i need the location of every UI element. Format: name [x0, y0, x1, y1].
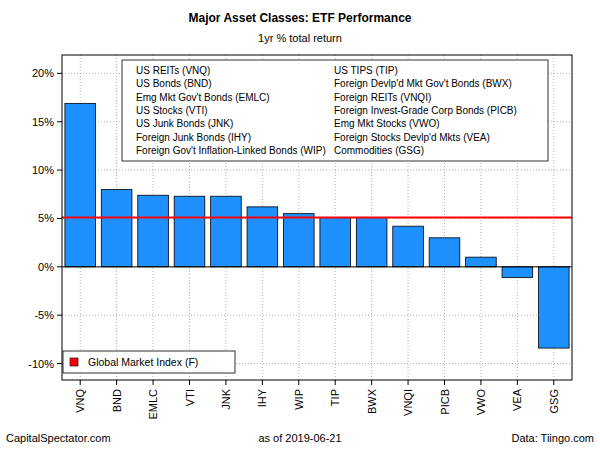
background — [0, 0, 600, 450]
legend: US REITs (VNQ) US Bonds (BND) Emg Mkt Gov'… — [122, 60, 548, 161]
grid-line — [62, 315, 572, 316]
legend-entry: US TIPS (TIP) — [334, 65, 398, 76]
y-tick-label: 15% — [32, 116, 54, 128]
legend-entry: Foreign Invest-Grade Corp Bonds (PICB) — [334, 105, 517, 116]
y-tick — [57, 266, 62, 267]
bar — [283, 214, 314, 267]
zero-line — [62, 266, 572, 267]
x-tick-label: JNK — [220, 388, 232, 409]
y-axis: -10% -5% 0% 5% 10% 15% 20% — [28, 67, 62, 369]
legend-entry: Emg Mkt Stocks (VWO) — [334, 118, 440, 129]
legend-entry: Global Market Index (F) — [88, 356, 198, 368]
grid-line — [62, 266, 572, 267]
bar — [538, 267, 569, 348]
x-tick-label: VNQ — [74, 389, 86, 413]
x-tick-label: BND — [111, 389, 123, 412]
x-tick — [225, 380, 226, 385]
x-tick-label: IHY — [256, 388, 268, 407]
subtitle: 1yr % total return — [258, 32, 342, 44]
chart: Major Asset Classes: ETF Performance 1yr … — [0, 0, 600, 450]
y-tick-label: 20% — [32, 67, 54, 79]
x-tick — [80, 380, 81, 385]
x-tick-label: GSG — [548, 389, 560, 413]
x-tick-label: PICB — [439, 389, 451, 415]
x-tick — [116, 380, 117, 385]
bar — [174, 196, 205, 267]
legend-entry: Foreign REITs (VNQI) — [334, 92, 431, 103]
x-axis: VNQ BND EMLC VTI JNK IHY WIP TIP BWX VNQI PICB VWO V… — [74, 380, 560, 420]
y-tick-label: 0% — [38, 261, 54, 273]
x-tick-label: VWO — [475, 389, 487, 416]
reference-line — [62, 217, 572, 219]
grid — [62, 55, 572, 380]
x-tick — [262, 380, 263, 385]
bar — [466, 257, 497, 267]
legend-entry: Foreign Gov't Inflation-Linked Bonds (WI… — [136, 145, 326, 156]
y-tick-label: 5% — [38, 212, 54, 224]
bar — [65, 103, 96, 266]
x-tick — [408, 380, 409, 385]
legend-entry: Emg Mkt Gov't Bonds (EMLC) — [136, 92, 270, 103]
legend-entry: US Junk Bonds (JNK) — [136, 118, 233, 129]
legend-box — [63, 351, 235, 373]
y-tick — [57, 121, 62, 122]
bar — [393, 226, 424, 267]
y-tick — [57, 170, 62, 171]
bar — [138, 195, 169, 267]
x-tick — [444, 380, 445, 385]
x-tick-label: EMLC — [147, 389, 159, 420]
bar — [247, 207, 278, 267]
x-tick-label: VTI — [184, 389, 196, 406]
legend-entry: Foreign Junk Bonds (IHY) — [136, 132, 251, 143]
x-tick — [298, 380, 299, 385]
x-tick-label: WIP — [293, 389, 305, 410]
footer: CapitalSpectator.com — [6, 432, 111, 444]
x-tick — [371, 380, 372, 385]
y-tick — [57, 315, 62, 316]
legend-swatch — [70, 358, 78, 366]
x-tick — [517, 380, 518, 385]
y-tick — [57, 73, 62, 74]
x-tick-label: BWX — [366, 388, 378, 414]
y-tick-label: -10% — [28, 358, 54, 370]
legend-box — [122, 60, 548, 161]
bar — [101, 189, 132, 266]
legend-entry: US REITs (VNQ) — [136, 65, 210, 76]
bar — [356, 218, 387, 267]
legend-entry: US Bonds (BND) — [136, 78, 212, 89]
y-tick — [57, 218, 62, 219]
legend-entry: US Stocks (VTI) — [136, 105, 208, 116]
y-tick-label: -5% — [34, 309, 54, 321]
bar — [502, 267, 533, 278]
bar — [429, 238, 460, 267]
x-tick — [553, 380, 554, 385]
legend-entry: Foreign Stocks Devlp'd Mkts (VEA) — [334, 132, 490, 143]
x-tick — [335, 380, 336, 385]
y-tick — [57, 363, 62, 364]
y-tick-label: 10% — [32, 164, 54, 176]
footer: as of 2019-06-21 — [258, 432, 341, 444]
x-tick — [153, 380, 154, 385]
plot-frame — [62, 55, 572, 380]
footer: Data: Tiingo.com — [511, 432, 594, 444]
bar — [211, 196, 242, 267]
bar — [320, 218, 351, 267]
x-tick-label: VNQI — [402, 389, 414, 416]
x-tick-label: TIP — [329, 389, 341, 406]
x-tick — [480, 380, 481, 385]
grid-line — [62, 170, 572, 171]
legend-entry: Foreign Devlp'd Mkt Gov't Bonds (BWX) — [334, 78, 512, 89]
x-tick-label: VEA — [511, 388, 523, 411]
reference-legend: Global Market Index (F) — [63, 351, 235, 373]
x-tick — [189, 380, 190, 385]
title: Major Asset Classes: ETF Performance — [189, 11, 412, 25]
legend-entry: Commodities (GSG) — [334, 145, 424, 156]
